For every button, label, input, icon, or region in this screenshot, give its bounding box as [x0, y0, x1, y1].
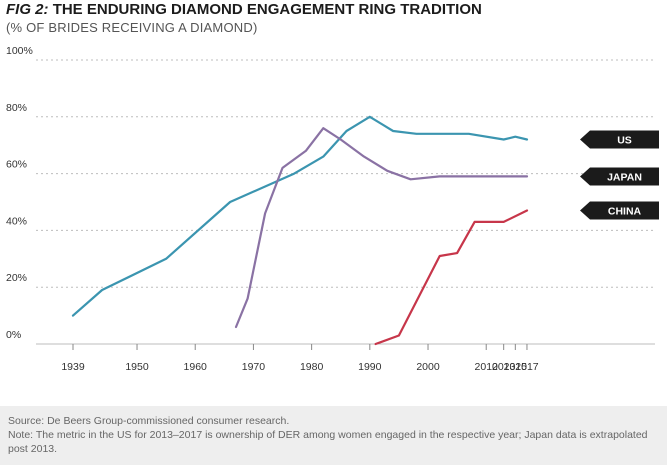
footer-notes: Source: De Beers Group-commissioned cons…	[0, 406, 667, 465]
line-chart: 0% 20% 40% 60% 80% 100% 1939 1950 1960 1970 1980 19…	[6, 45, 659, 373]
x-tick-label: 1970	[242, 361, 266, 373]
series-label-china: CHINA	[608, 206, 642, 218]
series-label-japan: JAPAN	[607, 171, 642, 183]
series-label-us: US	[617, 135, 632, 147]
figure-label: FIG 2:	[6, 1, 49, 18]
x-tick-label: 2010	[475, 361, 499, 373]
source-note: Source: De Beers Group-commissioned cons…	[8, 415, 290, 427]
y-tick-label: 20%	[6, 272, 27, 284]
series-label-tag	[580, 130, 659, 149]
y-tick-label: 80%	[6, 102, 27, 114]
x-tick-label: 1980	[300, 361, 324, 373]
methodology-note: Note: The metric in the US for 2013–2017…	[8, 429, 648, 455]
y-tick-label: 100%	[6, 45, 33, 57]
x-tick-label: 1960	[184, 361, 208, 373]
series-label-tag	[580, 167, 659, 186]
series-line-china	[374, 209, 529, 346]
y-tick-label: 40%	[6, 215, 27, 227]
x-tick-label: 2017	[515, 361, 539, 373]
x-tick-label: 1990	[358, 361, 382, 373]
y-tick-label: 60%	[6, 159, 27, 171]
chart-title: FIG 2: THE ENDURING DIAMOND ENGAGEMENT R…	[6, 1, 482, 18]
series-label-tag	[580, 201, 659, 220]
x-tick-label: 1939	[61, 361, 85, 373]
series-line-us	[71, 115, 529, 317]
y-tick-label: 0%	[6, 329, 21, 341]
x-tick-label: 2015	[504, 361, 528, 373]
x-tick-label: 2000	[416, 361, 440, 373]
chart-subtitle: (% OF BRIDES RECEIVING A DIAMOND)	[6, 20, 258, 35]
series-line-japan	[234, 127, 529, 329]
x-tick-label: 1950	[125, 361, 149, 373]
x-tick-label: 2013	[492, 361, 516, 373]
figure-title: THE ENDURING DIAMOND ENGAGEMENT RING TRA…	[52, 1, 482, 18]
